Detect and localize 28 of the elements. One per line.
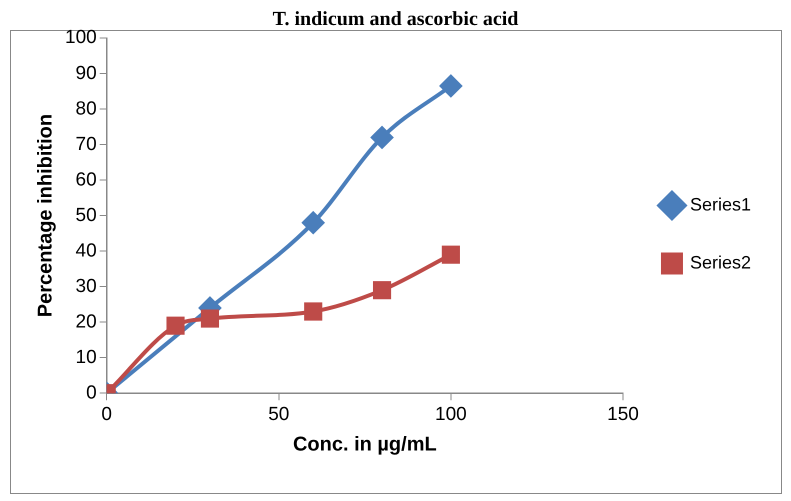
point xyxy=(371,126,394,148)
point xyxy=(304,302,322,321)
x-tick-label: 50 xyxy=(268,404,290,425)
y-tick-label: 100 xyxy=(65,27,97,48)
point xyxy=(166,316,185,335)
y-axis-title: Percentage inhibition xyxy=(34,114,57,318)
x-axis-title: Conc. in µg/mL xyxy=(292,434,437,456)
legend-label: Series2 xyxy=(690,252,751,272)
y-tick-label: 0 xyxy=(86,382,97,404)
point xyxy=(302,212,324,234)
y-tick-label: 70 xyxy=(76,134,97,155)
x-tick-label: 150 xyxy=(607,404,639,425)
y-tick-label: 80 xyxy=(76,98,97,120)
y-tick-label: 10 xyxy=(76,346,97,368)
y-tick-label: 30 xyxy=(76,276,97,297)
chart-title: T. indicum and ascorbic acid xyxy=(272,8,518,30)
point xyxy=(372,281,392,300)
legend-label: Series1 xyxy=(690,194,751,214)
y-tick-label: 20 xyxy=(76,311,97,332)
x-tick-label: 100 xyxy=(435,404,467,425)
y-tick-label: 40 xyxy=(76,240,97,262)
y-tick-label: 50 xyxy=(76,204,97,226)
y-tick-label: 60 xyxy=(76,169,97,190)
x-tick-label: 0 xyxy=(101,404,112,425)
point xyxy=(442,246,460,264)
point xyxy=(440,74,462,97)
y-tick-label: 90 xyxy=(76,62,97,84)
point xyxy=(200,310,220,328)
